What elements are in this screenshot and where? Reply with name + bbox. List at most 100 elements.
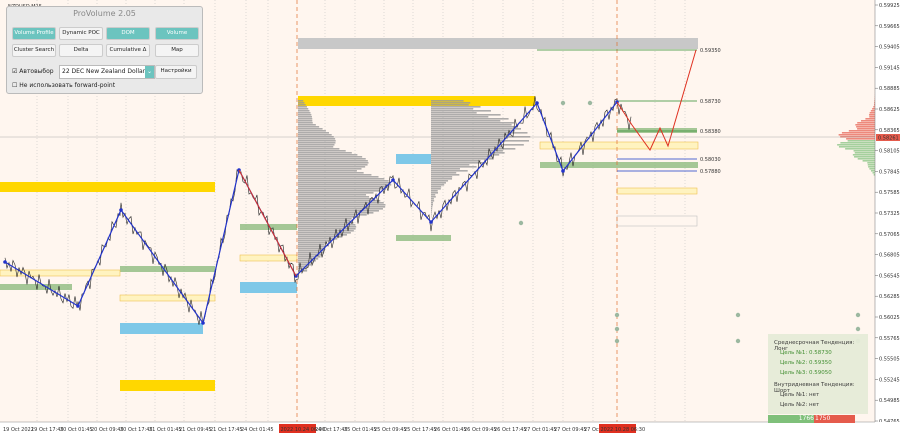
volume-profile xyxy=(298,234,347,236)
current-price: 0.58261 xyxy=(878,136,899,142)
volume-profile xyxy=(298,152,352,154)
volume-profile xyxy=(298,100,304,102)
tool-button[interactable]: Cluster Search xyxy=(12,44,56,57)
time-label: 19 Oct 17:45 xyxy=(31,427,64,433)
time-label: 21 Oct 01:45 xyxy=(149,427,182,433)
volume-profile xyxy=(298,224,356,226)
tool-button[interactable]: Delta xyxy=(59,44,103,57)
target-dot xyxy=(735,338,741,344)
volume-profile xyxy=(298,144,335,146)
volume-profile xyxy=(431,184,445,186)
volume-profile xyxy=(431,198,434,200)
price-label: 0.58365 xyxy=(879,128,900,134)
auto-select-checkbox[interactable]: ☑ Автовыбор xyxy=(12,68,54,75)
volume-profile xyxy=(431,124,512,126)
dom-bar xyxy=(848,130,875,132)
time-label: 25 Oct 17:45 xyxy=(404,427,437,433)
volume-profile xyxy=(298,238,338,240)
volume-profile xyxy=(298,112,311,114)
demand-zone xyxy=(540,162,698,168)
volume-profile xyxy=(431,154,500,156)
dom-bar xyxy=(855,124,875,126)
tool-button[interactable]: DOM xyxy=(106,27,150,40)
volume-profile xyxy=(298,118,313,120)
volume-profile xyxy=(431,168,460,170)
demand-zone xyxy=(617,128,697,133)
dom-bar xyxy=(869,114,875,116)
target-dot xyxy=(614,326,620,332)
price-label: 0.57325 xyxy=(879,211,900,217)
dom-bar xyxy=(854,156,875,158)
volume-profile xyxy=(431,138,504,140)
zigzag-point xyxy=(391,178,395,182)
price-label: 0.58885 xyxy=(879,86,900,92)
target: Цель №2: 0.59350 xyxy=(780,360,832,366)
volume-profile xyxy=(298,114,312,116)
tool-button[interactable]: Volume xyxy=(155,27,199,40)
forward-point-checkbox[interactable]: ☐ Не использовать forward-point xyxy=(12,82,116,89)
volume-profile xyxy=(298,226,357,228)
time-label: 21 Oct 17:45 xyxy=(210,427,243,433)
dom-bar xyxy=(874,102,875,104)
volume-profile xyxy=(298,116,312,118)
volume-profile xyxy=(298,262,314,264)
time-label: 24 Oct 17:45 xyxy=(315,427,348,433)
volume-profile xyxy=(298,210,379,212)
projection xyxy=(238,169,297,277)
price-label: 0.57065 xyxy=(879,232,900,238)
level-label: 0.58730 xyxy=(700,99,721,105)
volume-band xyxy=(298,38,698,49)
settings-button[interactable]: Настройки xyxy=(155,65,197,79)
price-label: 0.59665 xyxy=(879,24,900,30)
target-dot xyxy=(614,338,620,344)
volume-profile xyxy=(298,140,336,142)
volume-profile xyxy=(298,212,374,214)
volume-profile xyxy=(298,208,383,210)
target-dot xyxy=(855,326,861,332)
volume-profile xyxy=(298,162,369,164)
volume-profile xyxy=(298,124,316,126)
volume-profile xyxy=(298,248,326,250)
volume-profile xyxy=(298,168,362,170)
demand-zone xyxy=(0,284,72,290)
dom-bar xyxy=(869,168,875,170)
volume-profile xyxy=(431,190,438,192)
target-dot xyxy=(518,220,524,226)
sell-volume: 1750 xyxy=(814,415,855,423)
volume-profile xyxy=(298,270,308,272)
volume-profile xyxy=(298,232,351,234)
volume-profile xyxy=(431,146,504,148)
volume-profile xyxy=(298,142,336,144)
volume-profile xyxy=(431,166,477,168)
dom-bar xyxy=(856,126,875,128)
dom-bar xyxy=(873,174,875,176)
volume-profile xyxy=(431,206,433,208)
price-label: 0.58625 xyxy=(879,107,900,113)
dom-bar xyxy=(867,164,875,166)
level-label: 0.58030 xyxy=(700,157,721,163)
tool-button[interactable]: Map xyxy=(155,44,199,57)
dom-bar xyxy=(857,122,875,124)
volume-profile xyxy=(431,114,501,116)
volume-profile xyxy=(298,184,392,186)
volume-profile xyxy=(298,236,343,238)
volume-profile xyxy=(431,164,470,166)
target-dot xyxy=(587,100,593,106)
volume-profile xyxy=(298,130,326,132)
time-marker: 2022.10.28 06:30 xyxy=(601,427,646,433)
volume-profile xyxy=(298,260,316,262)
time-label: 25 Oct 01:45 xyxy=(344,427,377,433)
volume-profile xyxy=(298,174,372,176)
tool-button[interactable]: Cumulative Δ xyxy=(106,44,150,57)
tool-button[interactable]: Dynamic POC xyxy=(59,27,103,40)
panel-title: ProVolume 2.05 xyxy=(73,9,136,18)
box-zone xyxy=(616,215,698,227)
volume-profile xyxy=(298,176,379,178)
time-marker-box xyxy=(279,424,316,433)
volume-profile xyxy=(431,192,439,194)
tool-button[interactable]: Volume Profile xyxy=(12,27,56,40)
dom-bar xyxy=(870,170,875,172)
volume-profile xyxy=(431,172,457,174)
instrument-dropdown[interactable]: 22 DEC New Zealand Dollar ⌄ xyxy=(59,65,155,79)
volume-profile xyxy=(431,108,474,110)
